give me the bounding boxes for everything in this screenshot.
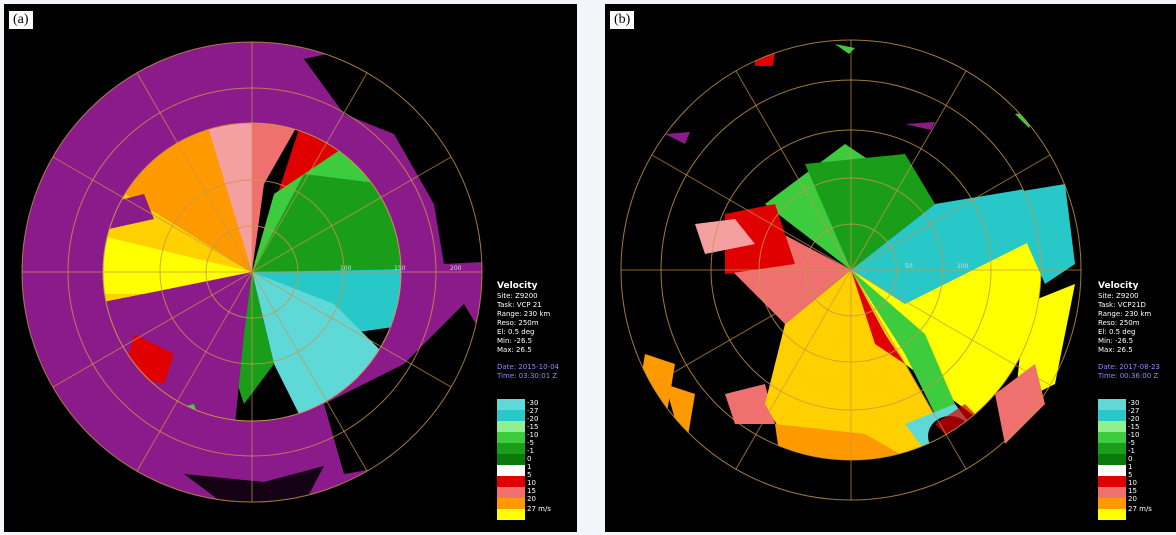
ring-label: 50 [905,263,913,270]
min-text: Min: -26.5 [497,337,533,345]
legend-swatch [1098,399,1126,410]
max-text: Max: 26.5 [1098,346,1133,354]
legend-label: -20 [527,415,539,423]
legend-label: -30 [1128,399,1140,407]
radar-panel-b: (b) 50 100 Velocity Site: Z9200 Task: VC… [605,4,1176,532]
legend-label: -10 [1128,431,1140,439]
legend-swatch [497,399,525,410]
azimuth-spokes [22,42,482,502]
legend-label: 20 [527,495,536,503]
legend-swatch [497,443,525,454]
legend-label: -5 [527,439,534,447]
legend-swatch [497,432,525,443]
legend-label: -15 [527,423,539,431]
panel-label: (b) [609,10,636,30]
legend-label: 0 [1128,455,1133,463]
task-text: Task: VCP 21 [497,301,542,309]
legend-label: -30 [527,399,539,407]
date-text: Date: 2017-08-23 [1098,363,1160,371]
max-text: Max: 26.5 [497,346,532,354]
legend-label: 10 [527,479,536,487]
legend-label: 5 [1128,471,1133,479]
ring-label: 100 [340,265,352,272]
legend-swatch [1098,432,1126,443]
legend-label: -10 [527,431,539,439]
elevation-text: El: 0.5 deg [497,328,535,336]
legend-label: 1 [527,463,532,471]
legend-label: 15 [527,487,536,495]
legend-swatch [1098,509,1126,520]
legend-swatch [1098,454,1126,465]
time-text: Time: 03:30:01 Z [497,372,558,380]
product-title: Velocity [497,281,538,291]
panel-label: (a) [8,10,34,30]
date-text: Date: 2015-10-04 [497,363,559,371]
legend-swatch [497,476,525,487]
legend-label: 0 [527,455,532,463]
task-text: Task: VCP21D [1098,301,1146,309]
legend-label: -27 [1128,407,1140,415]
legend-swatch [1098,421,1126,432]
legend-label: -15 [1128,423,1140,431]
legend-label: 27 m/s [527,505,551,513]
legend-swatch [1098,410,1126,421]
product-title: Velocity [1098,281,1139,291]
radar-image-a [21,41,483,504]
azimuth-spokes [621,40,1081,500]
legend-label: -5 [1128,439,1135,447]
ring-label: 200 [450,265,462,272]
legend-swatch [497,410,525,421]
legend-label: 1 [1128,463,1133,471]
ring-label: 150 [394,265,406,272]
time-text: Time: 00:36:00 Z [1098,372,1159,380]
legend-swatch [497,487,525,498]
site-text: Site: Z9200 [497,292,538,300]
legend-label: -1 [527,447,534,455]
elevation-text: El: 0.5 deg [1098,328,1136,336]
range-text: Range: 230 km [1098,310,1152,318]
legend-swatch [1098,487,1126,498]
reso-text: Reso: 250m [497,319,539,327]
legend-swatch [497,454,525,465]
info-block: Velocity Site: Z9200 Task: VCP21D Range:… [1098,280,1160,381]
legend-swatch [497,509,525,520]
legend-label: -27 [527,407,539,415]
legend-label: 10 [1128,479,1137,487]
legend-label: 27 m/s [1128,505,1152,513]
legend-label: 20 [1128,495,1137,503]
legend-label: -20 [1128,415,1140,423]
site-text: Site: Z9200 [1098,292,1139,300]
legend-swatch [1098,476,1126,487]
min-text: Min: -26.5 [1098,337,1134,345]
legend-swatch [497,465,525,476]
legend-swatch [1098,443,1126,454]
legend-label: 15 [1128,487,1137,495]
legend-swatch [497,498,525,509]
legend-swatch [1098,498,1126,509]
info-block: Velocity Site: Z9200 Task: VCP 21 Range:… [497,280,559,381]
range-text: Range: 230 km [497,310,551,318]
reso-text: Reso: 250m [1098,319,1140,327]
legend-label: -1 [1128,447,1135,455]
ring-label: 100 [957,263,969,270]
legend-swatch [1098,465,1126,476]
radar-panel-a: (a) 100 150 200 Velocity Site: Z9200 Tas… [4,4,577,532]
legend-label: 5 [527,471,532,479]
radar-image-b [620,39,1082,501]
legend-swatch [497,421,525,432]
